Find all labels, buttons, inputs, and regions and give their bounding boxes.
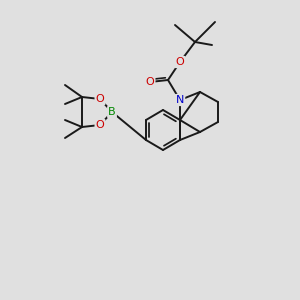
Text: O: O xyxy=(96,120,104,130)
Text: B: B xyxy=(108,107,116,117)
Text: O: O xyxy=(146,77,154,87)
Text: N: N xyxy=(176,95,184,105)
Text: O: O xyxy=(96,94,104,104)
Text: O: O xyxy=(176,57,184,67)
